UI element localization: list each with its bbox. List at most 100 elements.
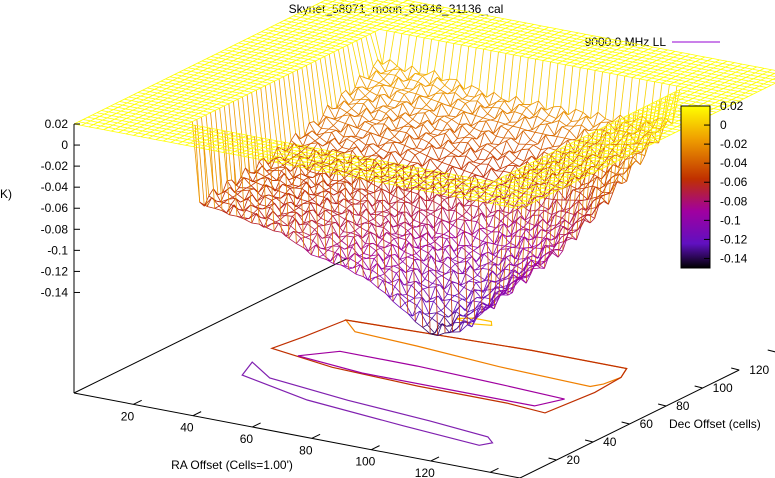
surface-line: [276, 59, 285, 62]
surface-line: [628, 129, 637, 132]
surface-line: [245, 41, 251, 45]
surface-line: [646, 54, 655, 58]
surface-line: [576, 128, 585, 140]
surface-line: [302, 33, 308, 37]
surface-line: [421, 33, 429, 36]
surface-line: [402, 158, 411, 163]
surface-line: [422, 158, 431, 167]
surface-line: [488, 225, 497, 229]
surface-line: [464, 220, 473, 235]
surface-line: [209, 102, 217, 105]
surface-line: [540, 162, 549, 165]
surface-line: [406, 15, 415, 18]
surface-line: [396, 90, 405, 95]
surface-line: [348, 13, 357, 16]
surface-line: [426, 70, 435, 75]
surface-line: [700, 58, 708, 62]
surface-line: [275, 219, 281, 223]
surface-line: [152, 108, 158, 112]
surface-line: [337, 253, 346, 267]
surface-line: [677, 54, 686, 57]
surface-line: [416, 305, 425, 315]
surface-line: [426, 155, 435, 160]
surface-line: [222, 68, 228, 72]
surface-line: [656, 75, 664, 78]
surface-line: [602, 152, 611, 155]
surface-line: [379, 123, 385, 137]
surface-line: [676, 60, 684, 63]
surface-line: [410, 285, 419, 294]
surface-line: [211, 96, 219, 99]
surface-line: [473, 289, 482, 299]
surface-line: [386, 30, 395, 33]
surface-line: [457, 98, 466, 104]
surface-line: [117, 120, 123, 124]
surface-line: [339, 2, 348, 5]
surface-line: [262, 206, 268, 210]
surface-line: [336, 94, 342, 108]
surface-line: [187, 121, 193, 125]
surface-line: [254, 52, 260, 56]
surface-line: [337, 39, 345, 42]
surface-line: [543, 44, 552, 47]
surface-line: [541, 50, 550, 53]
surface-line: [572, 40, 580, 43]
surface-line: [410, 233, 419, 248]
surface-line: [257, 81, 263, 85]
surface-line: [424, 145, 432, 150]
surface-line: [104, 113, 112, 116]
surface-line: [261, 69, 267, 73]
surface-line: [196, 134, 204, 137]
surface-line: [677, 70, 685, 73]
surface-line: [668, 74, 676, 77]
surface-line: [261, 29, 266, 33]
surface-line: [457, 136, 465, 140]
surface-line: [380, 71, 386, 74]
surface-line: [306, 62, 312, 66]
surface-mesh: [73, 0, 775, 336]
surface-line: [571, 152, 579, 156]
surface-line: [319, 17, 328, 20]
surface-line: [225, 140, 234, 143]
surface-line: [463, 23, 472, 26]
surface-line: [507, 184, 515, 187]
surface-line: [380, 73, 389, 75]
surface-line: [299, 45, 305, 49]
surface-line: [213, 100, 222, 103]
surface-line: [465, 195, 473, 198]
surface-line: [354, 18, 360, 22]
surface-line: [439, 118, 448, 124]
surface-line: [435, 189, 443, 192]
surface-line: [521, 163, 530, 279]
surface-line: [318, 116, 327, 126]
surface-line: [365, 91, 371, 97]
surface-line: [235, 177, 242, 186]
surface-line: [359, 3, 367, 6]
surface-line: [447, 293, 455, 296]
surface-line: [628, 48, 637, 51]
surface-line: [162, 113, 168, 117]
surface-line: [257, 139, 266, 143]
surface-line: [515, 195, 524, 198]
surface-line: [682, 52, 691, 55]
surface-line: [160, 119, 166, 123]
surface-line: [287, 46, 293, 50]
surface-line: [323, 128, 330, 134]
surface-line: [180, 79, 185, 83]
surface-line: [343, 31, 352, 34]
surface-line: [748, 80, 757, 83]
surface-line: [320, 0, 326, 3]
surface-line: [95, 118, 103, 121]
surface-line: [325, 22, 331, 26]
surface-line: [344, 38, 350, 42]
surface-line: [337, 147, 343, 152]
surface-line: [218, 82, 227, 85]
surface-line: [261, 184, 267, 197]
surface-line: [344, 114, 351, 124]
surface-line: [173, 105, 181, 108]
surface-line: [393, 6, 402, 9]
surface-line: [651, 118, 660, 121]
surface-line: [482, 201, 491, 214]
surface-line: [454, 125, 463, 133]
surface-line: [143, 99, 152, 102]
